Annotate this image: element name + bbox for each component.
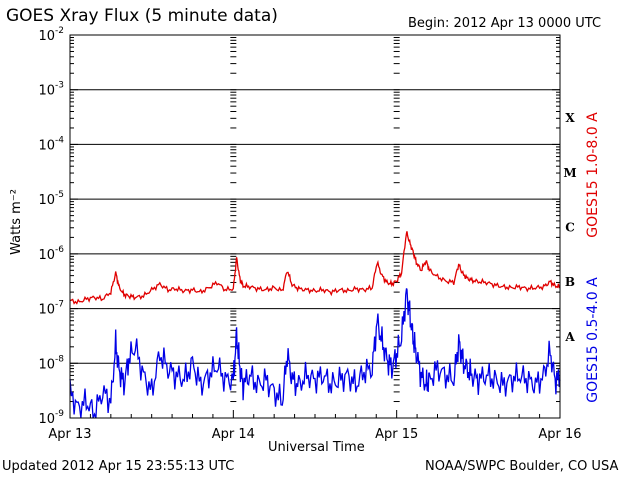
- y-tick-label: 10-5: [38, 190, 64, 208]
- x-tick-label: Apr 13: [48, 427, 91, 442]
- flare-class-labels: X M C B A: [563, 111, 576, 344]
- flare-class-label: A: [564, 330, 575, 344]
- flare-class-label: X: [565, 111, 575, 125]
- y-tick-label: 10-2: [38, 26, 64, 44]
- series-line-long-wavelength: [69, 231, 561, 305]
- x-axis-label: Universal Time: [268, 440, 365, 455]
- y-tick-label: 10-6: [38, 245, 64, 263]
- chart-title: GOES Xray Flux (5 minute data): [6, 6, 278, 26]
- y-axis-label: Watts m⁻²: [9, 189, 24, 255]
- y-tick-label: 10-9: [38, 409, 64, 427]
- x-tick-label: Apr 15: [375, 427, 418, 442]
- begin-time-label: Begin: 2012 Apr 13 0000 UTC: [408, 16, 602, 31]
- flare-class-label: C: [565, 221, 575, 235]
- x-tick-label: Apr 16: [538, 427, 581, 442]
- y-tick-label: 10-3: [38, 81, 64, 99]
- y-tick-label: 10-8: [38, 354, 64, 372]
- series-line-short-wavelength: [69, 288, 561, 419]
- updated-timestamp: Updated 2012 Apr 15 23:55:13 UTC: [2, 459, 235, 474]
- series-layer: [69, 231, 561, 419]
- legend-entry: GOES15 1.0-8.0 A: [585, 112, 601, 238]
- x-tick-labels: Apr 13 Apr 14 Apr 15 Apr 16: [48, 427, 581, 442]
- legend-entry: GOES15 0.5-4.0 A: [585, 277, 601, 403]
- grid-lines: [70, 89, 560, 364]
- y-tick-label: 10-7: [38, 300, 64, 318]
- series-legend: GOES15 1.0-8.0 A GOES15 0.5-4.0 A: [585, 112, 601, 403]
- y-tick-label: 10-4: [38, 135, 64, 153]
- plot-frame: [69, 34, 561, 419]
- x-tick-label: Apr 14: [212, 427, 255, 442]
- flare-class-label: B: [565, 275, 575, 289]
- y-tick-labels: 10-9 10-8 10-7 10-6 10-5 10-4 10-3 10-2: [38, 26, 64, 427]
- axis-ticks: [69, 37, 561, 419]
- flare-class-label: M: [563, 166, 576, 180]
- data-source-credit: NOAA/SWPC Boulder, CO USA: [425, 459, 619, 474]
